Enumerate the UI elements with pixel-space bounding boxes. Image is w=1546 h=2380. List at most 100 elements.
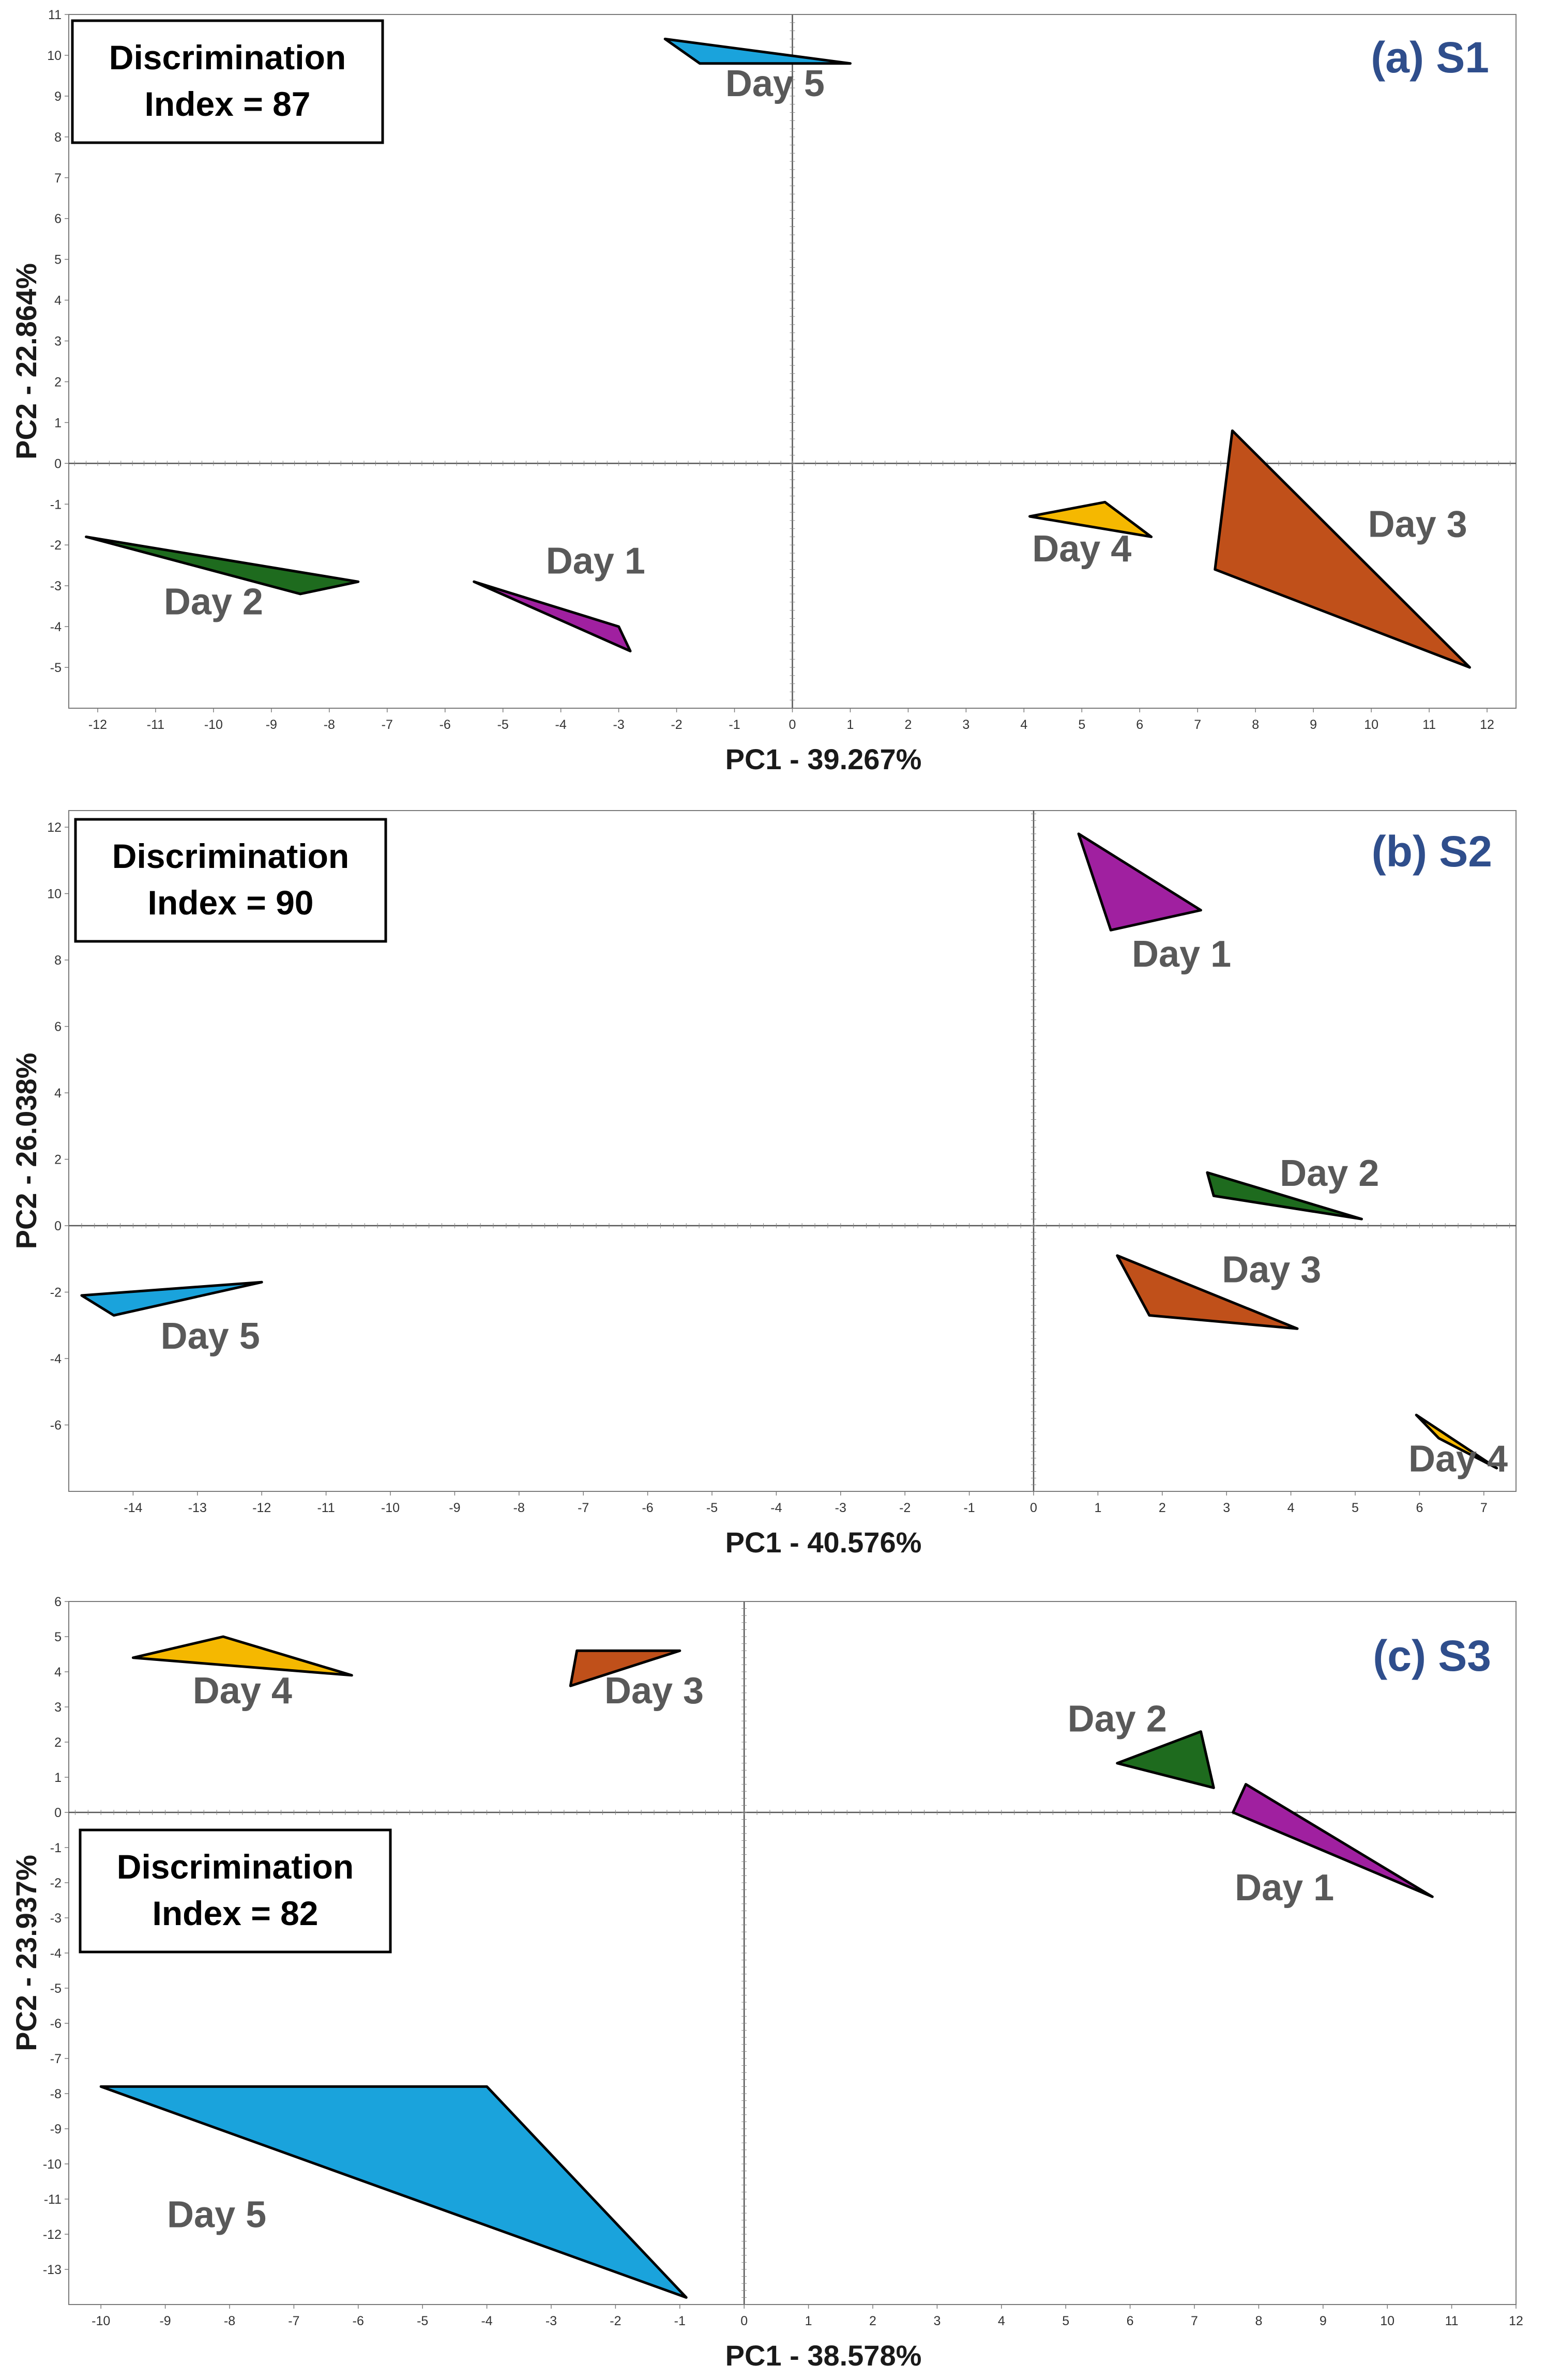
discrimination-index-line1: Discrimination: [109, 38, 346, 77]
x-tick-label: -1: [729, 718, 740, 732]
y-tick-label: 12: [47, 820, 62, 835]
y-tick-label: 3: [54, 1700, 62, 1715]
x-tick-label: 4: [998, 2314, 1005, 2328]
x-tick-label: -3: [613, 718, 625, 732]
y-tick-label: -3: [50, 1911, 62, 1926]
panel-title: (a) S1: [1371, 33, 1489, 82]
group-label-day-2: Day 2: [1280, 1153, 1379, 1194]
group-label-day-4: Day 4: [1408, 1438, 1508, 1479]
discrimination-index-box: [71, 19, 384, 144]
x-tick-label: -7: [578, 1501, 589, 1515]
discrimination-index-line1: Discrimination: [112, 837, 349, 875]
y-tick-label: -8: [50, 2087, 62, 2101]
x-tick-label: 2: [1159, 1501, 1166, 1515]
y-tick-label: 4: [54, 1086, 62, 1101]
x-tick-label: 7: [1194, 718, 1201, 732]
x-tick-label: 8: [1252, 718, 1259, 732]
x-tick-label: -6: [642, 1501, 653, 1515]
group-polygon-day-4: [131, 1635, 353, 1677]
panel-c-s3: -10 -9 -8 -7 -6 -5 -4 -3 -2 -1 0 1 2 3 4 5 6 7 8 9 10 11 12-13…: [10, 1595, 1523, 2372]
x-tick-label: 9: [1310, 718, 1317, 732]
y-tick-label: 1: [54, 1771, 62, 1785]
y-tick-label: 10: [47, 887, 62, 902]
x-tick-label: 10: [1364, 718, 1378, 732]
plot-frame: [68, 810, 1517, 1492]
y-tick-label: -1: [50, 497, 62, 512]
x-tick-label: 3: [962, 718, 969, 732]
group-polygon-day-4: [1415, 1413, 1498, 1470]
x-tick-label: -7: [382, 718, 393, 732]
group-label-day-3: Day 3: [1222, 1249, 1321, 1290]
y-tick-label: 0: [54, 1806, 62, 1820]
y-tick-label: -11: [44, 2192, 62, 2207]
x-tick-label: 7: [1191, 2314, 1198, 2328]
x-tick-label: 0: [789, 718, 796, 732]
group-label-day-5: Day 5: [161, 1316, 260, 1357]
y-axis-title: PC2 - 23.937%: [10, 1855, 42, 2051]
group-label-day-1: Day 1: [546, 540, 645, 582]
discrimination-index-line1: Discrimination: [117, 1848, 354, 1886]
y-tick-label: -2: [50, 1876, 62, 1890]
x-tick-label: 3: [933, 2314, 941, 2328]
y-tick-label: 3: [54, 334, 62, 349]
y-axis-title: PC2 - 22.864%: [10, 263, 42, 460]
group-polygon-day-4: [1028, 500, 1153, 538]
group-polygon-day-2: [1206, 1171, 1363, 1220]
discrimination-index-line2: Index = 82: [152, 1894, 318, 1932]
x-tick-label: 3: [1223, 1501, 1230, 1515]
x-axis-title: PC1 - 40.576%: [725, 1526, 922, 1559]
y-tick-label: -1: [50, 1841, 62, 1855]
x-tick-label: 2: [869, 2314, 876, 2328]
panel-a-s1: -12 -11 -10 -9 -8 -7 -6 -5 -4 -3 -2 -1 0 1 2 3 4 5 6 7 8 9 10 1…: [10, 8, 1517, 775]
y-tick-label: 4: [54, 1665, 62, 1680]
y-tick-label: 4: [54, 294, 62, 308]
y-tick-label: -6: [50, 1418, 62, 1433]
y-tick-label: 9: [54, 89, 62, 104]
x-tick-label: 7: [1480, 1501, 1488, 1515]
y-tick-label: -4: [50, 1946, 62, 1961]
group-polygon-day-5: [663, 37, 852, 65]
y-tick-label: -9: [50, 2122, 62, 2137]
group-polygon-day-1: [1232, 1783, 1434, 1898]
x-tick-label: -9: [266, 718, 277, 732]
group-polygon-day-2: [85, 535, 360, 596]
group-label-day-5: Day 5: [167, 2194, 266, 2235]
y-tick-label: -2: [50, 1286, 62, 1300]
x-tick-label: 6: [1416, 1501, 1423, 1515]
x-tick-label: -5: [706, 1501, 718, 1515]
x-tick-label: -4: [481, 2314, 492, 2328]
group-polygon-day-5: [80, 1280, 263, 1317]
y-tick-label: 2: [54, 1735, 62, 1750]
y-tick-label: 2: [54, 1153, 62, 1167]
x-tick-label: 9: [1320, 2314, 1327, 2328]
y-tick-label: -4: [50, 620, 62, 634]
group-polygon-day-3: [1214, 429, 1471, 669]
y-tick-label: -5: [50, 1981, 62, 1996]
x-tick-label: -9: [449, 1501, 460, 1515]
y-tick-label: 6: [54, 1020, 62, 1034]
x-tick-label: -2: [671, 718, 682, 732]
x-axis-title: PC1 - 38.578%: [725, 2339, 922, 2372]
group-label-day-2: Day 2: [164, 581, 263, 622]
x-tick-label: -11: [317, 1501, 335, 1515]
y-tick-label: 7: [54, 171, 62, 186]
y-tick-label: 2: [54, 375, 62, 389]
x-tick-label: -6: [353, 2314, 364, 2328]
y-tick-label: -12: [43, 2228, 62, 2242]
x-tick-label: -2: [610, 2314, 621, 2328]
y-tick-label: 6: [54, 212, 62, 226]
x-tick-label: -8: [324, 718, 335, 732]
x-tick-label: -10: [92, 2314, 110, 2328]
group-label-day-2: Day 2: [1068, 1699, 1167, 1740]
panel-title: (b) S2: [1372, 827, 1492, 876]
group-polygon-day-1: [473, 580, 632, 652]
discrimination-index-box: [79, 1828, 392, 1954]
y-tick-label: 1: [54, 416, 62, 430]
panel-b-s2: -14 -13 -12 -11 -10 -9 -8 -7 -6 -5 -4 -3 -2 -1 0 1 2 3 4 5 6…: [10, 810, 1517, 1559]
y-tick-label: 0: [54, 1219, 62, 1233]
x-tick-label: -1: [963, 1501, 975, 1515]
x-tick-label: 1: [847, 718, 854, 732]
y-tick-label: -3: [50, 579, 62, 593]
